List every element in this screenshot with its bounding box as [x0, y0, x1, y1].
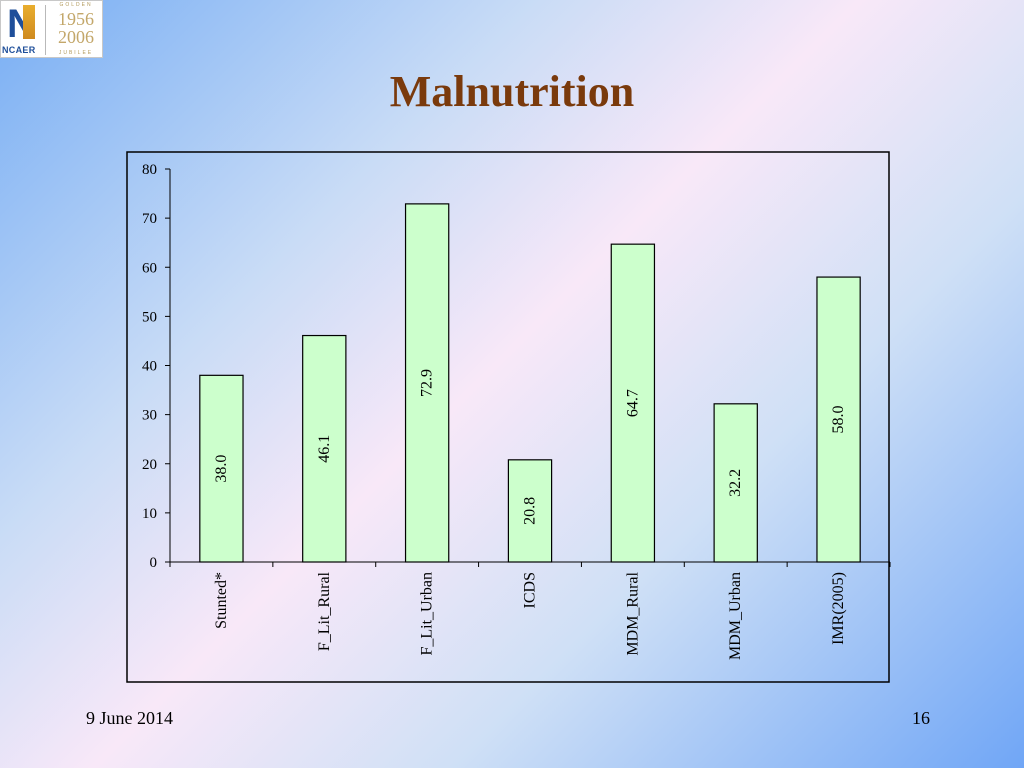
data-label: 64.7	[624, 389, 641, 417]
y-tick-label: 70	[142, 211, 157, 227]
data-label: 38.0	[213, 455, 230, 483]
bar	[507, 459, 553, 563]
x-tick-label: Stunted*	[213, 572, 230, 629]
footer-date: 9 June 2014	[86, 708, 173, 728]
logo-jubilee-text: JUBILEE	[58, 50, 94, 56]
logo-org-name: NCAER	[2, 45, 36, 55]
x-tick-label: ICDS	[522, 572, 539, 608]
data-label: 58.0	[830, 406, 847, 434]
data-label: 32.2	[727, 469, 744, 497]
logo-divider	[45, 5, 46, 55]
x-axis	[169, 561, 891, 567]
data-label: 72.9	[419, 369, 436, 397]
bar	[199, 374, 244, 563]
y-tick-label: 10	[142, 506, 157, 522]
y-tick-label: 30	[142, 408, 157, 424]
y-tick-label: 40	[142, 359, 157, 375]
y-tick-label: 50	[142, 309, 157, 325]
y-tick-label: 20	[142, 457, 157, 473]
x-tick-label: F_Lit_Rural	[316, 571, 333, 651]
y-tick-label: 80	[142, 162, 157, 178]
x-tick-label: F_Lit_Urban	[419, 572, 436, 656]
value-labels: 38.0 46.1 72.9 20.8 64.7 32.2 58.0	[213, 369, 847, 525]
y-tick-label: 60	[142, 260, 157, 276]
x-tick-label: IMR(2005)	[830, 572, 847, 645]
bar	[610, 243, 656, 563]
data-label: 46.1	[316, 435, 333, 463]
ncaer-emblem-accent	[23, 5, 35, 39]
logo-year-end: 2006	[58, 27, 94, 47]
y-axis: 0 10 20 30 40 50 60 70 80	[142, 162, 171, 571]
slide-title: Malnutrition	[389, 67, 635, 116]
x-tick-label: MDM_Rural	[624, 571, 641, 655]
logo-golden-text: GOLDEN	[59, 2, 93, 8]
chart-frame	[126, 151, 890, 683]
ncaer-golden-jubilee-logo: N NCAER GOLDEN 1956 2006 JUBILEE	[0, 0, 103, 58]
bar	[404, 203, 450, 563]
data-label: 20.8	[522, 497, 539, 525]
page-number: 16	[912, 708, 930, 728]
x-tick-label: MDM_Urban	[727, 572, 744, 660]
logo-year-start: 1956	[58, 9, 94, 29]
y-tick-label: 0	[150, 555, 158, 571]
bar-series	[199, 203, 861, 563]
bar	[816, 276, 861, 563]
bar	[302, 334, 347, 563]
bar	[713, 403, 758, 563]
category-labels: Stunted* F_Lit_Rural F_Lit_Urban ICDS MDM_Ru…	[213, 571, 847, 660]
